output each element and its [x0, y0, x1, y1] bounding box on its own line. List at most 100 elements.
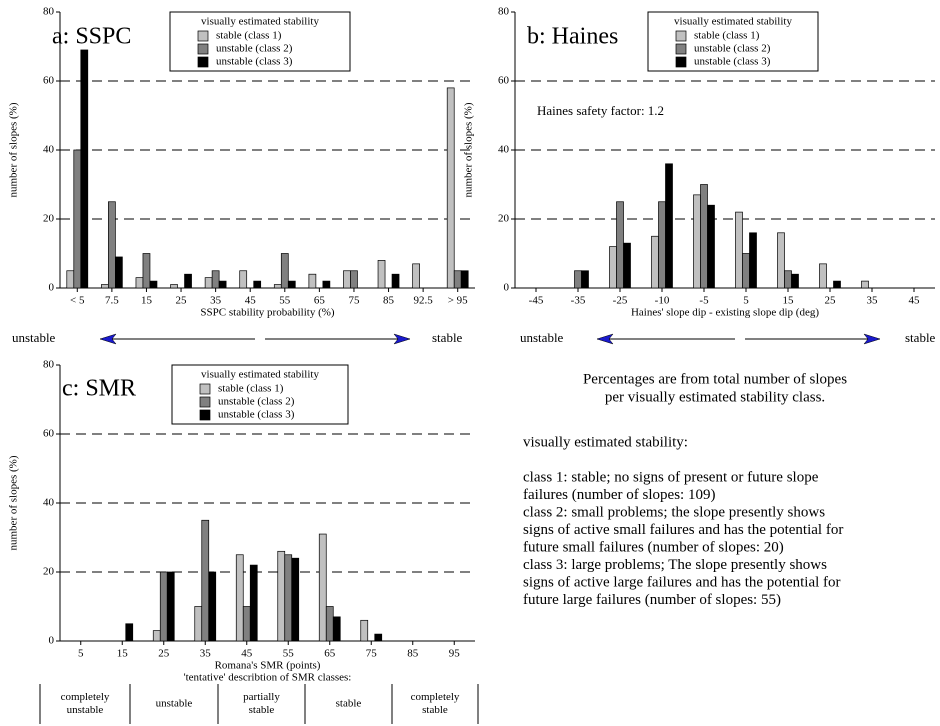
y-tick-label: 80: [43, 359, 55, 371]
x-tick-label: -10: [655, 295, 670, 307]
y-tick-label: 20: [43, 213, 55, 225]
class-label: stable: [336, 698, 362, 710]
note-line: signs of active small failures and has t…: [523, 522, 843, 538]
bar: [391, 273, 400, 289]
arrow-head: [99, 333, 117, 345]
bar: [350, 270, 358, 289]
x-tick-label: 25: [158, 648, 170, 660]
legend-swatch: [197, 56, 209, 68]
y-tick-label: 60: [43, 428, 55, 440]
panel-title: a: SSPC: [52, 24, 131, 50]
legend-title: visually estimated stability: [201, 369, 319, 381]
note-summary: Percentages are from total number of slo…: [583, 371, 847, 387]
bar: [194, 606, 203, 642]
bar: [700, 184, 708, 289]
arrow-head: [393, 333, 411, 345]
bar: [784, 270, 792, 289]
x-tick-label: -5: [699, 295, 709, 307]
x-tick-label: 15: [117, 648, 129, 660]
note-line: class 1: stable; no signs of present or …: [523, 469, 819, 485]
note-line: class 2: small problems; the slope prese…: [523, 504, 825, 520]
bar: [253, 280, 262, 289]
x-tick-label: 5: [78, 648, 84, 660]
legend-label: unstable (class 3): [218, 409, 295, 421]
bar: [322, 280, 331, 289]
x-tick-label: 85: [407, 648, 419, 660]
x-tick-label: 35: [867, 295, 879, 307]
x-tick-label: 15: [141, 295, 153, 307]
bar: [749, 232, 757, 289]
x-tick-label: -45: [529, 295, 544, 307]
x-tick-label: 5: [743, 295, 749, 307]
y-axis-label: number of slopes (%): [8, 455, 20, 550]
bar: [777, 232, 785, 289]
bar: [166, 571, 175, 642]
legend-label: unstable (class 2): [218, 396, 295, 408]
bar: [791, 273, 799, 289]
class-label: stable: [249, 704, 275, 716]
legend-swatch: [199, 409, 211, 421]
y-tick-label: 80: [498, 6, 510, 18]
bar: [325, 606, 334, 642]
note-heading: visually estimated stability:: [523, 434, 688, 450]
bar: [152, 630, 161, 642]
bar: [446, 87, 455, 289]
legend-swatch: [199, 383, 211, 395]
bar: [623, 242, 631, 289]
x-tick-label: 92.5: [414, 295, 434, 307]
x-tick-label: 65: [324, 648, 336, 660]
y-tick-label: 0: [49, 282, 55, 294]
legend-label: stable (class 1): [216, 30, 282, 42]
panel-title: c: SMR: [62, 376, 136, 402]
bar: [211, 270, 220, 289]
bar: [412, 263, 420, 289]
class-label: completely: [411, 691, 460, 703]
bar: [693, 194, 701, 289]
bar: [284, 554, 293, 642]
legend-label: unstable (class 2): [694, 43, 771, 55]
x-tick-label: 35: [200, 648, 212, 660]
y-tick-label: 60: [498, 75, 510, 87]
x-tick-label: 75: [366, 648, 378, 660]
class-label: stable: [422, 704, 448, 716]
bar: [235, 554, 244, 642]
y-tick-label: 20: [498, 213, 510, 225]
y-tick-label: 80: [43, 6, 55, 18]
bar: [159, 571, 168, 642]
bar: [287, 280, 296, 289]
y-axis-label: number of slopes (%): [463, 102, 475, 197]
bar: [374, 633, 383, 642]
x-axis-label: Haines' slope dip - existing slope dip (…: [631, 307, 819, 319]
y-tick-label: 40: [498, 144, 510, 156]
class-label: partially: [243, 691, 280, 703]
bar: [833, 280, 841, 289]
bar: [658, 201, 666, 289]
bar: [125, 623, 134, 642]
note-line: failures (number of slopes: 109): [523, 487, 715, 503]
x-tick-label: 7.5: [105, 295, 119, 307]
class-label: unstable: [156, 698, 193, 710]
bar: [184, 273, 192, 289]
annotation: unstable: [520, 330, 564, 345]
y-tick-label: 40: [43, 497, 55, 509]
bar: [332, 616, 341, 642]
bar: [291, 557, 300, 642]
bar: [377, 260, 386, 289]
legend-label: stable (class 1): [218, 383, 284, 395]
bar: [819, 263, 827, 289]
bar: [277, 550, 286, 642]
legend-label: stable (class 1): [694, 30, 760, 42]
note-line: future small failures (number of slopes:…: [523, 539, 784, 555]
legend-swatch: [197, 30, 209, 42]
bar: [201, 519, 210, 642]
bar: [616, 201, 624, 289]
bar: [66, 270, 75, 289]
x-tick-label: 65: [314, 295, 326, 307]
legend-title: visually estimated stability: [201, 16, 319, 28]
legend-swatch: [675, 56, 687, 68]
bar: [308, 273, 317, 289]
bar: [861, 280, 869, 289]
note-line: class 3: large problems; The slope prese…: [523, 557, 827, 573]
